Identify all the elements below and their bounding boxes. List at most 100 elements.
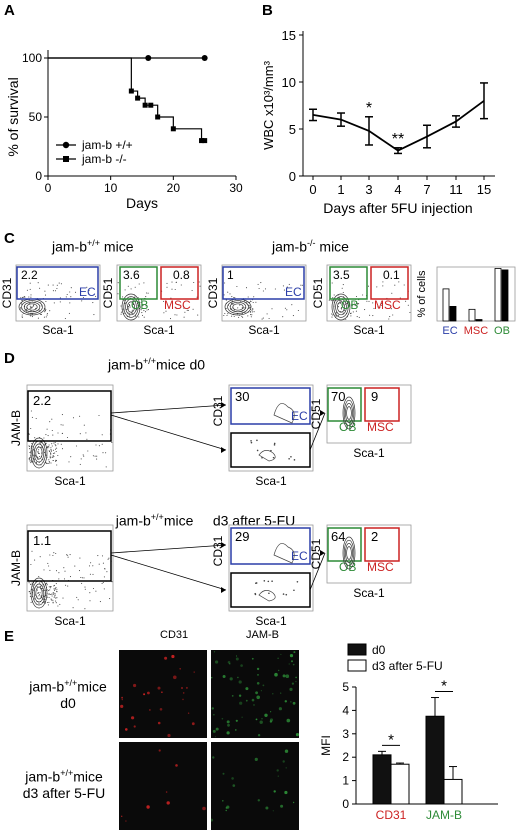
d-event-dot — [92, 455, 94, 457]
d-event-dot — [57, 605, 59, 607]
c-event-dot — [60, 283, 62, 285]
d-plot-frame — [26, 384, 114, 472]
e-fluorescence-spot — [159, 708, 163, 711]
e-category-label: CD31 — [376, 808, 407, 822]
d-gate-ec — [230, 527, 311, 565]
c-event-dot — [349, 313, 352, 315]
d-event-dot — [49, 585, 52, 588]
c-event-dot — [335, 312, 337, 314]
d-event-dot — [40, 442, 42, 444]
e-bar — [443, 778, 463, 805]
d-event-dot — [57, 454, 59, 457]
d-event-dot — [61, 432, 63, 434]
c-event-dot — [288, 283, 290, 285]
e-row2-label: jam-b+/+mice d3 after 5-FU — [22, 768, 106, 801]
d-event-dot — [48, 446, 50, 448]
e-fluorescence-spot — [295, 733, 300, 737]
a-point-ko — [155, 114, 161, 120]
a-point-ko — [128, 88, 134, 94]
e-y-tick-label: 2 — [342, 750, 349, 764]
d-contour — [342, 396, 356, 430]
c-title-ko: jam-b-/- mice — [272, 238, 349, 255]
d-event-dot — [111, 441, 113, 444]
c-event-dot — [52, 290, 54, 292]
c-event-dot — [30, 296, 32, 298]
e-fluorescence-spot — [235, 655, 238, 657]
c-event-dot — [241, 307, 243, 309]
c-event-dot — [251, 311, 253, 313]
c-event-dot — [340, 310, 342, 313]
c-contour — [227, 300, 249, 314]
d-y-axis-label: JAM-B — [9, 550, 23, 586]
c-event-dot — [262, 290, 264, 292]
c-event-dot — [126, 308, 128, 311]
c-event-dot — [44, 290, 46, 292]
c-event-dot — [285, 290, 288, 292]
c-event-dot — [257, 283, 259, 285]
d-event-dot — [102, 452, 104, 454]
e-fluorescence-spot — [282, 674, 286, 678]
c-event-dot — [282, 285, 284, 287]
c-event-dot — [394, 284, 396, 286]
e-fluorescence-spot — [232, 784, 236, 787]
d-event-dot — [52, 449, 54, 451]
d-contour — [30, 577, 48, 609]
c-bar-category-label: OB — [494, 325, 510, 337]
c-event-dot — [146, 309, 148, 311]
d-event-dot — [282, 593, 285, 595]
d-event-dot — [77, 599, 79, 601]
c-event-dot — [129, 315, 131, 317]
e-fluorescence-spot — [295, 676, 297, 679]
d-event-dot — [45, 443, 47, 445]
d-arrow-head — [320, 550, 325, 556]
d-event-dot — [49, 455, 51, 457]
d-event-dot — [53, 585, 55, 587]
e-fluorescence-spot — [231, 695, 234, 697]
c-contour — [127, 301, 135, 313]
a-point-ko — [135, 95, 141, 101]
c-event-dot — [20, 307, 22, 309]
c-event-dot — [245, 301, 247, 303]
d-event-dot — [31, 443, 33, 445]
e-fluorescence-spot — [212, 729, 216, 733]
d-event-dot — [75, 445, 78, 447]
d-event-dot — [30, 461, 32, 463]
d-event-dot — [33, 449, 35, 451]
e-fluorescence-spot — [182, 692, 185, 694]
c-x-axis-label: Sca-1 — [42, 323, 74, 337]
d-event-dot — [28, 445, 31, 448]
a-series-ko-line — [48, 57, 205, 142]
d-gate-value-ob: 64 — [331, 529, 345, 544]
d-gate-jamb — [27, 390, 112, 442]
c-event-dot — [30, 294, 32, 296]
a-x-tick-label: 10 — [104, 181, 118, 195]
d-event-dot — [28, 591, 30, 593]
c-contour — [123, 296, 139, 318]
d-event-dot — [49, 554, 51, 556]
e-fluorescence-spot — [222, 800, 224, 802]
e-fluorescence-spot — [277, 775, 279, 777]
c-gate-ec — [16, 266, 99, 300]
e-fluorescence-spot — [288, 663, 290, 665]
d-arrow-line — [110, 554, 227, 591]
e-fluorescence-spot — [237, 676, 239, 679]
a-point-wt — [145, 55, 152, 61]
d-event-dot — [34, 437, 36, 439]
c-event-dot — [140, 309, 142, 311]
c-event-dot — [145, 292, 148, 294]
c-event-dot — [260, 282, 262, 284]
c-plot-frame — [326, 264, 412, 322]
e-fluorescence-spot — [272, 693, 274, 695]
e-fluorescence-spot — [257, 799, 260, 802]
d-event-dot — [101, 555, 104, 557]
c-event-dot — [176, 314, 178, 316]
c-event-dot — [249, 307, 251, 309]
c-event-dot — [382, 281, 384, 283]
d-arrow-head — [320, 410, 325, 416]
c-event-dot — [187, 309, 189, 311]
d-event-dot — [96, 458, 98, 460]
d-contour — [33, 443, 45, 463]
d-event-dot — [56, 597, 58, 599]
d-event-dot — [43, 569, 45, 571]
e-fluorescence-spot — [175, 764, 178, 767]
